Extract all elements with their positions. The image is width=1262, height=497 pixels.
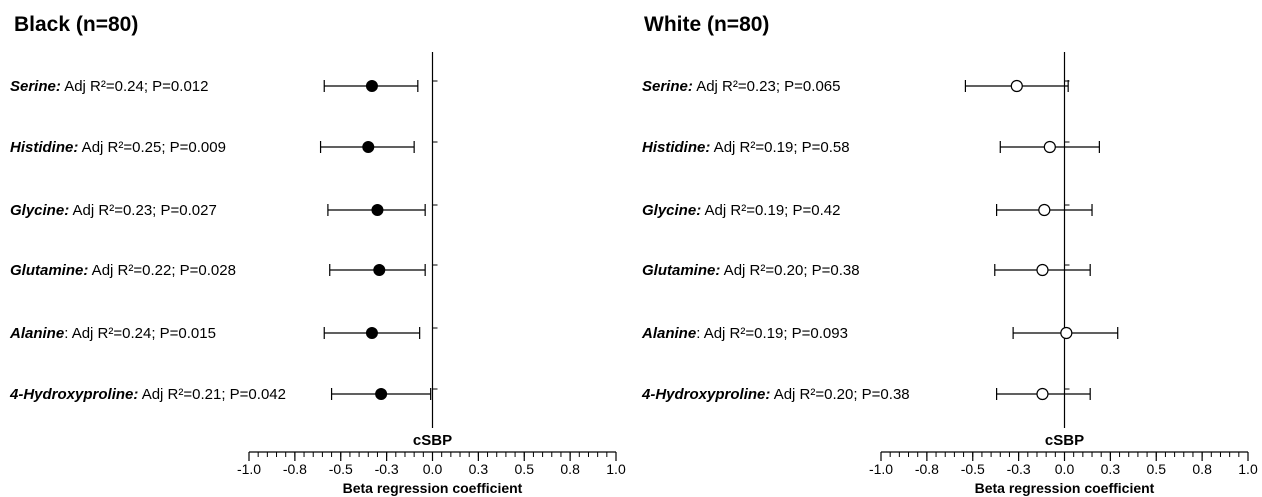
row-stats: : Adj R²=0.19; P=0.093 [696,325,848,342]
point-estimate [371,204,384,216]
panel-white: White (n=80) Serine: Adj R²=0.23; P=0.065… [641,13,1258,496]
row-stats: Adj R²=0.22; P=0.028 [88,262,236,279]
metabolite-name: Glutamine: [642,262,720,279]
point-estimate [1036,387,1049,401]
x-tick-label: 1.0 [1238,461,1258,477]
axis-caption: cSBP [413,432,452,449]
x-tick-label: -0.3 [375,461,399,477]
metabolite-name: Histidine: [10,139,78,156]
point-estimate [1043,140,1056,154]
row-stats: Adj R²=0.23; P=0.027 [69,202,217,219]
x-tick-label: 0.8 [1192,461,1212,477]
x-tick-label: 0.3 [469,461,489,477]
row-stats: : Adj R²=0.24; P=0.015 [64,325,216,342]
row-label: Glutamine: Adj R²=0.20; P=0.38 [642,262,860,279]
x-tick-label: 0.0 [1055,461,1075,477]
metabolite-name: 4-Hydroxyproline: [9,386,138,403]
point-estimate [1036,263,1049,277]
row-label: 4-Hydroxyproline: Adj R²=0.20; P=0.38 [641,386,910,403]
x-tick-label: 1.0 [606,461,626,477]
row-stats: Adj R²=0.20; P=0.38 [770,386,909,403]
point-estimate [375,388,388,400]
point-estimate [1060,326,1073,340]
metabolite-name: 4-Hydroxyproline: [641,386,770,403]
point-estimate [1038,203,1051,217]
x-axis-label: Beta regression coefficient [343,480,523,496]
row-stats: Adj R²=0.19; P=0.58 [710,139,849,156]
row-label: 4-Hydroxyproline: Adj R²=0.21; P=0.042 [9,386,286,403]
metabolite-name: Histidine: [642,139,710,156]
row-stats: Adj R²=0.19; P=0.42 [701,202,840,219]
metabolite-name: Serine: [642,78,693,95]
row-label: Glycine: Adj R²=0.23; P=0.027 [10,202,217,219]
row-label: Glutamine: Adj R²=0.22; P=0.028 [10,262,236,279]
x-tick-label: 0.5 [1147,461,1167,477]
x-tick-label: 0.5 [515,461,535,477]
point-estimate [365,80,378,92]
row-stats: Adj R²=0.20; P=0.38 [720,262,859,279]
row-stats: Adj R²=0.25; P=0.009 [78,139,226,156]
x-tick-label: 0.8 [560,461,580,477]
row-stats: Adj R²=0.21; P=0.042 [138,386,286,403]
panel-title: White (n=80) [644,13,769,36]
row-label: Alanine: Adj R²=0.19; P=0.093 [641,325,848,342]
point-estimate [365,327,378,339]
x-tick-label: 0.3 [1101,461,1121,477]
x-tick-label: -1.0 [237,461,261,477]
x-tick-label: -0.8 [915,461,939,477]
point-estimate [373,264,386,276]
row-label: Histidine: Adj R²=0.25; P=0.009 [10,139,226,156]
row-label: Glycine: Adj R²=0.19; P=0.42 [642,202,840,219]
panel-black: Black (n=80) Serine: Adj R²=0.24; P=0.012… [9,13,626,496]
point-estimate [362,141,375,153]
x-tick-label: 0.0 [423,461,443,477]
metabolite-name: Glycine: [10,202,69,219]
x-tick-label: -0.5 [329,461,353,477]
x-tick-label: -0.5 [961,461,985,477]
panel-title: Black (n=80) [14,13,138,36]
metabolite-name: Glutamine: [10,262,88,279]
x-tick-label: -0.8 [283,461,307,477]
metabolite-name: Serine: [10,78,61,95]
point-estimate [1010,79,1023,93]
row-label: Histidine: Adj R²=0.19; P=0.58 [642,139,850,156]
row-stats: Adj R²=0.24; P=0.012 [61,78,209,95]
metabolite-name: Alanine [641,325,696,342]
row-label: Alanine: Adj R²=0.24; P=0.015 [9,325,216,342]
row-label: Serine: Adj R²=0.23; P=0.065 [642,78,840,95]
x-tick-label: -1.0 [869,461,893,477]
metabolite-name: Alanine [9,325,64,342]
metabolite-name: Glycine: [642,202,701,219]
axis-caption: cSBP [1045,432,1084,449]
x-axis-label: Beta regression coefficient [975,480,1155,496]
x-tick-label: -0.3 [1007,461,1031,477]
row-stats: Adj R²=0.23; P=0.065 [693,78,841,95]
row-label: Serine: Adj R²=0.24; P=0.012 [10,78,208,95]
